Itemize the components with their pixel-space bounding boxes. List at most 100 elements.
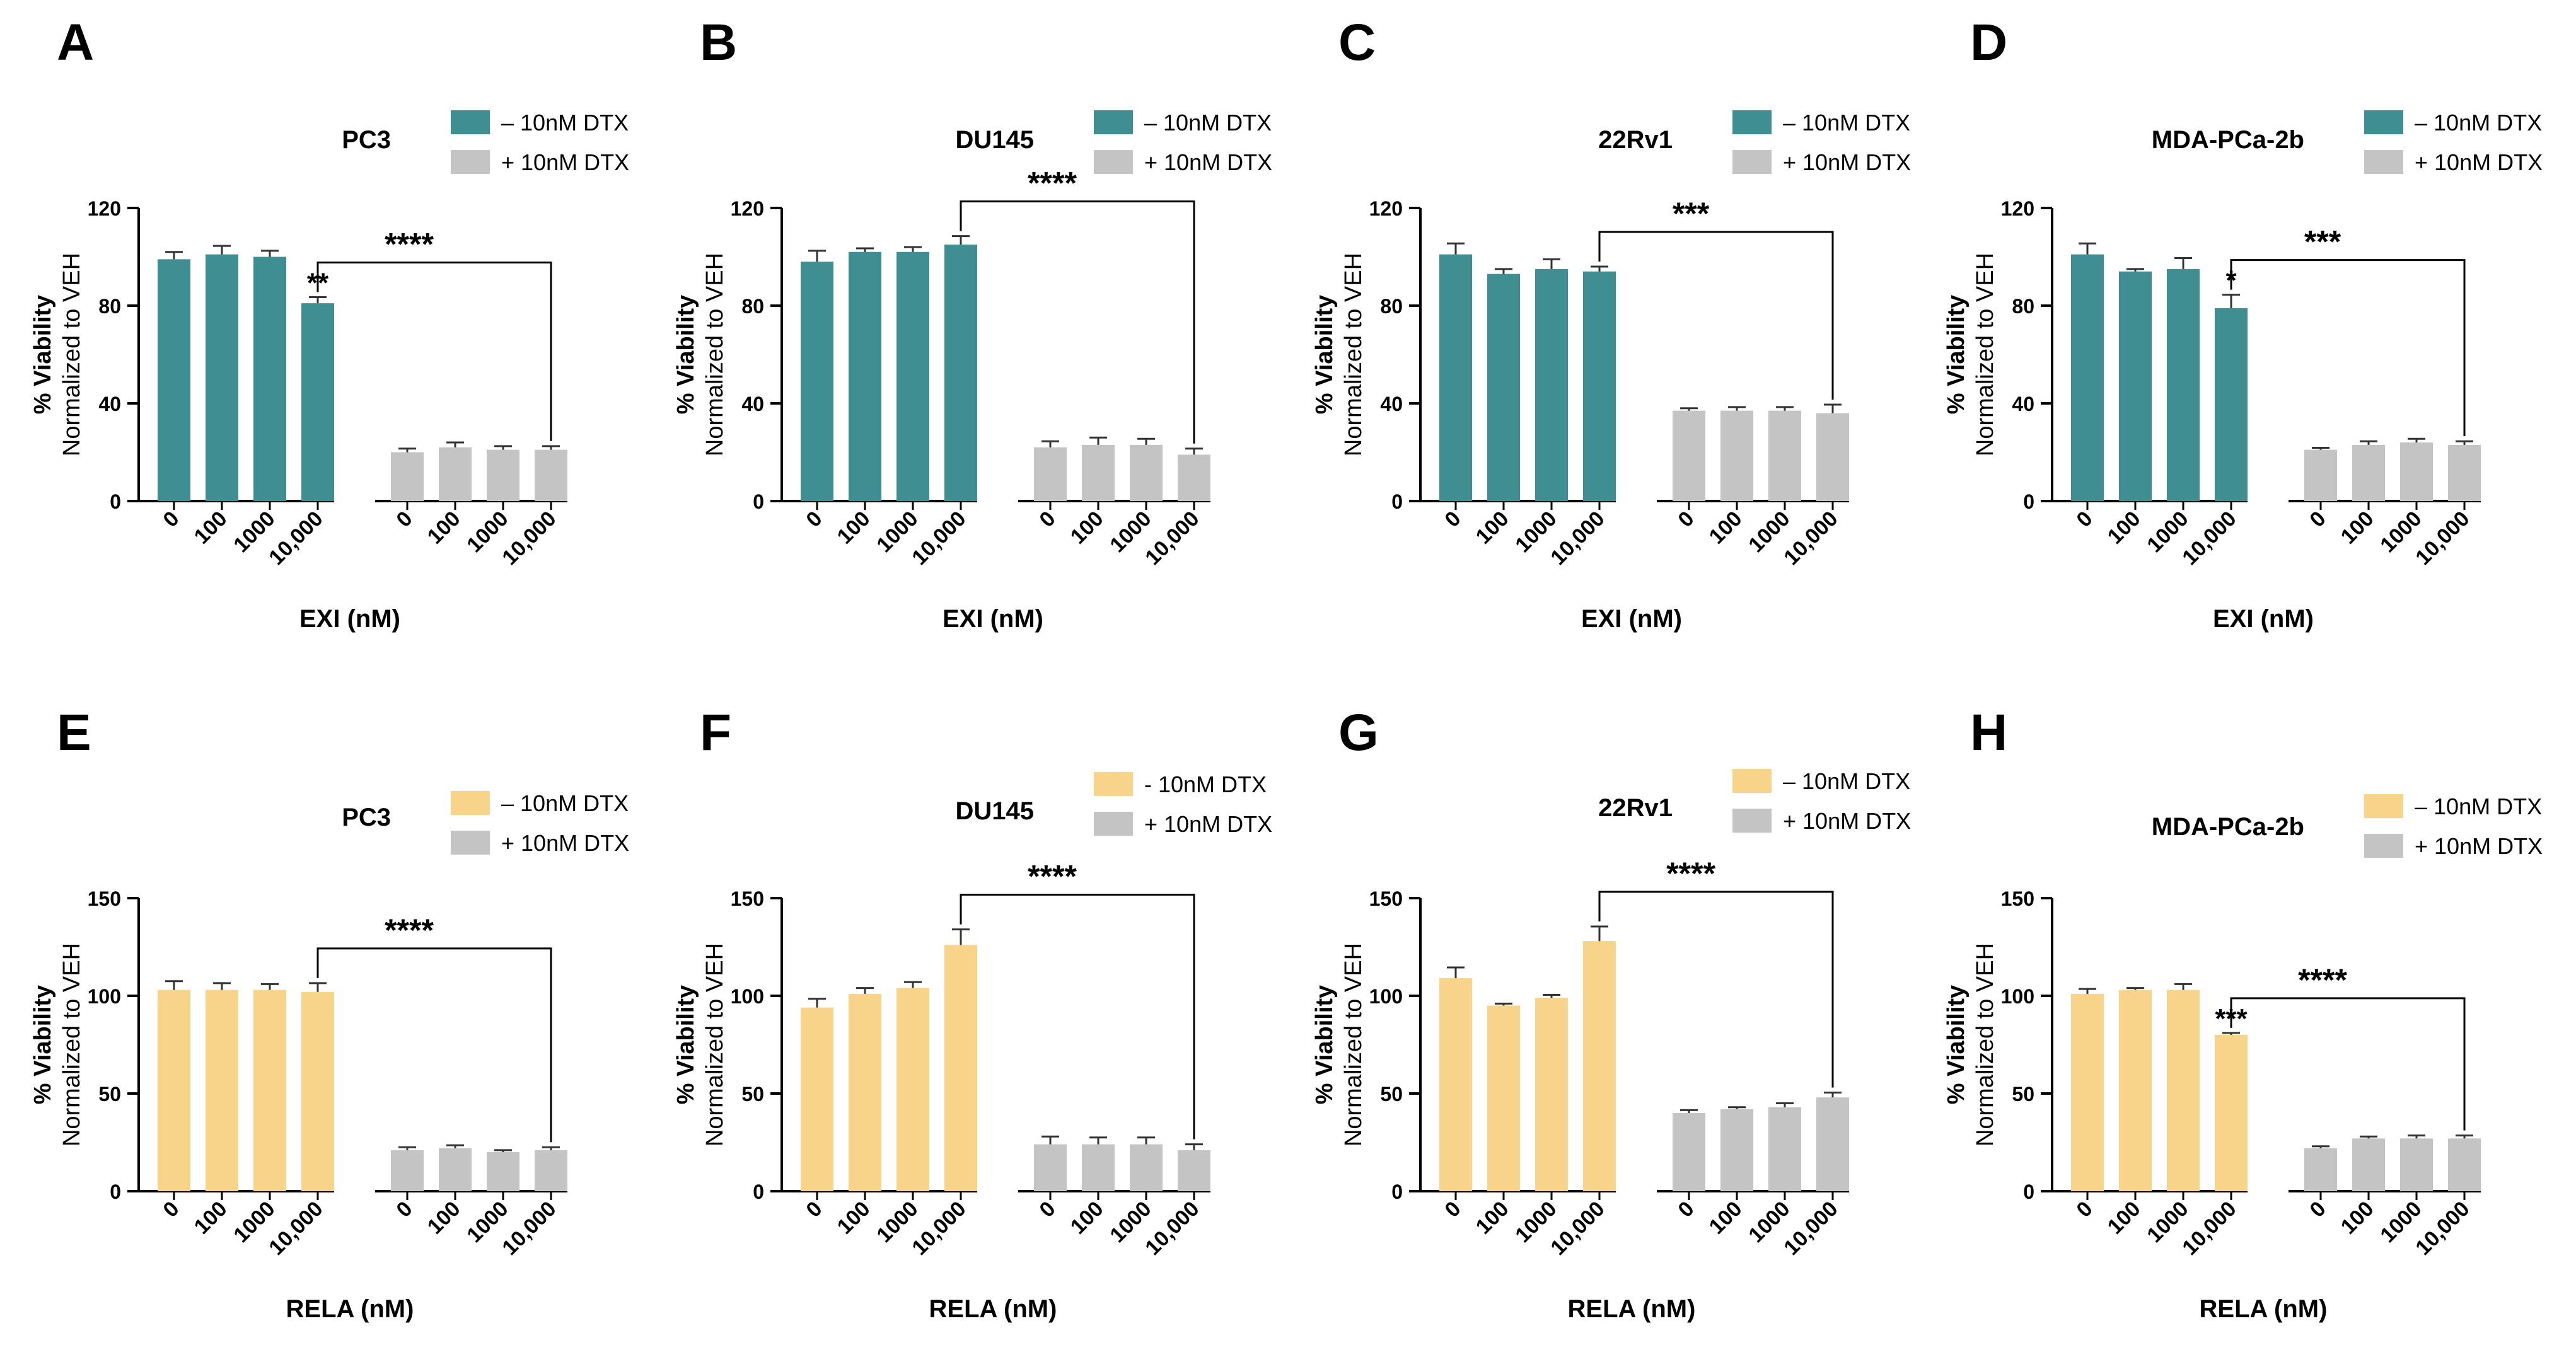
y-tick-label: 0 (753, 1180, 764, 1203)
x-tick-label: 10,000 (1546, 507, 1609, 570)
bar (1535, 998, 1568, 1191)
bar (2400, 1138, 2433, 1191)
bar (2071, 254, 2104, 501)
y-label-line-2: Normalized to VEH (1340, 253, 1367, 456)
legend-swatch (451, 831, 490, 855)
bar (2304, 1148, 2337, 1191)
y-label-line-2: Normalized to VEH (1972, 943, 1999, 1146)
panel-title: DU145 (955, 797, 1034, 825)
x-tick-label: 10,000 (264, 1197, 327, 1260)
bracket-stars: *** (1673, 196, 1710, 231)
x-tick-label: 10,000 (907, 1197, 970, 1260)
x-tick-label: 10,000 (907, 507, 970, 570)
bar (2400, 442, 2433, 501)
panel-title: MDA-PCa-2b (2152, 126, 2304, 154)
significance-bracket (316, 261, 552, 441)
legend-label: + 10nM DTX (1783, 149, 1911, 175)
x-tick-label: 0 (158, 507, 183, 532)
bar (849, 993, 881, 1191)
significance-bracket (960, 200, 1195, 444)
legend-swatch (2364, 794, 2403, 818)
y-label-line-1: % Viability (673, 985, 699, 1104)
legend-label: + 10nM DTX (501, 830, 629, 856)
panel-label: A (57, 14, 94, 71)
legend-label: – 10nM DTX (1783, 768, 1910, 794)
x-tick-label: 10,000 (2178, 1197, 2241, 1260)
y-label-line-1: % Viability (1943, 295, 1970, 414)
bar (2448, 1138, 2481, 1191)
x-tick-label: 100 (2103, 507, 2145, 549)
legend-label: – 10nM DTX (501, 110, 629, 136)
panel-title: DU145 (955, 126, 1034, 154)
bar (535, 449, 567, 501)
y-tick-label: 120 (1369, 197, 1403, 220)
x-tick-label: 100 (1066, 1197, 1108, 1239)
y-tick-label: 80 (98, 295, 121, 318)
panel-title: 22Rv1 (1598, 794, 1673, 822)
y-tick-label: 0 (110, 490, 121, 513)
y-label-line-2: Normalized to VEH (59, 943, 85, 1146)
x-tick-label: 0 (1035, 1197, 1060, 1222)
y-label: % Viability Normalized to VEH (673, 253, 728, 456)
x-label: RELA (nM) (929, 1295, 1057, 1323)
panel-label: E (57, 704, 91, 761)
y-tick-label: 0 (753, 490, 764, 513)
x-tick-label: 0 (392, 1197, 417, 1222)
panel-label: F (700, 704, 731, 761)
x-tick-label: 100 (2336, 507, 2379, 549)
x-label: EXI (nM) (1581, 605, 1682, 633)
legend-swatch (451, 110, 490, 134)
significance-bracket (960, 894, 1195, 1140)
legend-swatch (2364, 834, 2403, 858)
bar (535, 1150, 567, 1191)
panel-g: G 22Rv1 – 10nM DTX + 10nM DTX 0 50 100 150 % Via… (1311, 704, 1911, 1323)
legend-label: – 10nM DTX (1783, 110, 1910, 136)
bar (2215, 1035, 2248, 1191)
x-tick-label: 100 (2336, 1197, 2379, 1239)
y-tick-label: 40 (98, 393, 121, 415)
bar (2448, 444, 2481, 501)
bar (439, 1148, 472, 1191)
x-tick-label: 100 (423, 507, 465, 549)
legend-swatch (1732, 769, 1772, 793)
bar (391, 452, 424, 501)
x-tick-label: 10,000 (1140, 507, 1204, 570)
bar (301, 303, 334, 501)
y-tick-label: 0 (1391, 1180, 1403, 1203)
bar (253, 990, 286, 1191)
bar (253, 257, 286, 501)
panel-title: PC3 (342, 126, 391, 154)
x-tick-label: 0 (158, 1197, 183, 1222)
bar (1178, 1150, 1210, 1191)
bar (801, 1007, 833, 1191)
x-label: EXI (nM) (2213, 605, 2314, 633)
bar (1487, 274, 1520, 501)
y-label-line-2: Normalized to VEH (1972, 253, 1999, 456)
panel-title: MDA-PCa-2b (2152, 813, 2304, 841)
y-label-line-1: % Viability (673, 295, 699, 414)
x-tick-label: 0 (2072, 1197, 2097, 1222)
bracket-stars: **** (1028, 166, 1077, 201)
y-tick-label: 100 (1369, 985, 1403, 1008)
bar (1673, 1113, 1705, 1191)
y-tick-label: 100 (731, 985, 764, 1008)
x-tick-label: 10,000 (497, 1197, 560, 1260)
y-tick-label: 40 (1380, 393, 1403, 415)
y-tick-label: 100 (88, 985, 121, 1008)
legend-label: + 10nM DTX (2415, 149, 2543, 175)
bar (849, 251, 881, 501)
bar (206, 990, 238, 1191)
panel-c: C 22Rv1 – 10nM DTX + 10nM DTX 0 40 80 120 % Viab… (1311, 14, 1911, 633)
significance-bracket (1598, 891, 1834, 1088)
x-tick-label: 10,000 (264, 507, 327, 570)
x-tick-label: 0 (801, 1197, 827, 1222)
bar (301, 991, 334, 1191)
y-tick-label: 0 (1391, 490, 1403, 513)
bar (158, 259, 190, 501)
bar (1720, 410, 1753, 501)
bar (158, 990, 190, 1191)
y-tick-label: 120 (88, 197, 121, 220)
significance-bracket (2230, 259, 2466, 437)
legend-label: – 10nM DTX (2415, 794, 2542, 819)
